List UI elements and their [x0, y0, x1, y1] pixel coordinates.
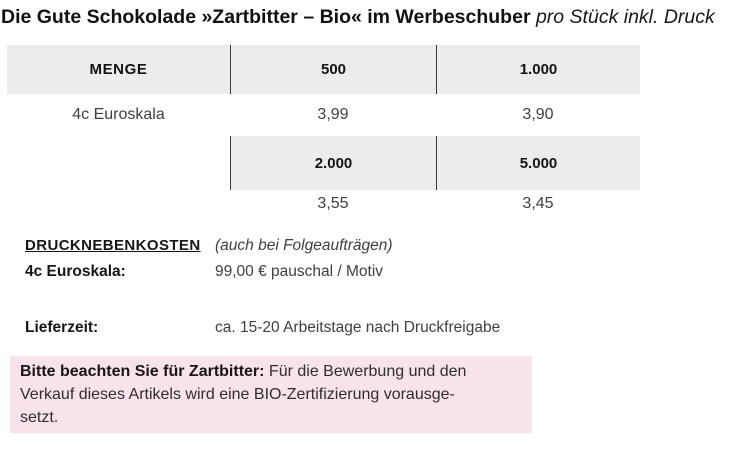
- notice-line-3: setzt.: [20, 409, 59, 426]
- bio-certification-notice: Bitte beachten Sie für Zartbitter: Für d…: [10, 356, 532, 433]
- price-5000: 3,45: [522, 195, 554, 212]
- print-costs-value: 99,00 € pauschal / Motiv: [215, 263, 384, 280]
- price-1000: 3,90: [522, 106, 554, 123]
- price-500: 3,99: [317, 106, 349, 123]
- page-title: Die Gute Schokolade »Zartbitter – Bio« i…: [1, 5, 730, 29]
- notice-line-2: Verkauf dieses Artikels wird eine BIO-Ze…: [20, 386, 455, 403]
- print-costs-heading-cell: DRUCKNEBENKOSTEN: [25, 233, 215, 259]
- print-costs-note: (auch bei Folgeaufträgen): [215, 237, 393, 254]
- table-price-row-2: 3,55 3,45: [7, 190, 640, 220]
- print-costs-section: DRUCKNEBENKOSTEN (auch bei Folgeaufträge…: [25, 233, 730, 285]
- notice-emphasis: Bitte beachten Sie für Zartbitter:: [20, 363, 265, 380]
- delivery-time-label: Lieferzeit:: [25, 319, 99, 336]
- print-costs-label: 4c Euroskala:: [25, 263, 126, 280]
- price-sheet-page: Die Gute Schokolade »Zartbitter – Bio« i…: [0, 5, 730, 460]
- header-cell-qty-500: 500: [230, 45, 436, 94]
- title-suffix: pro Stück inkl. Druck: [530, 6, 715, 28]
- title-product-name: Die Gute Schokolade »Zartbitter – Bio« i…: [1, 6, 531, 28]
- delivery-time-value: ca. 15-20 Arbeitstage nach Druckfreigabe: [215, 319, 501, 336]
- row-label-4c-euroskala: 4c Euroskala: [72, 106, 165, 123]
- header-cell-qty-2000: 2.000: [230, 136, 436, 190]
- table-header-row-quantities-2: 2.000 5.000: [7, 136, 640, 190]
- header-cell-qty-5000: 5.000: [436, 136, 640, 190]
- print-costs-heading-row: DRUCKNEBENKOSTEN (auch bei Folgeaufträge…: [25, 233, 730, 259]
- notice-line-1: Für die Bewerbung und den: [264, 363, 467, 380]
- row-label-empty: [7, 190, 230, 195]
- header-cell-menge: MENGE: [7, 45, 230, 94]
- price-table: MENGE 500 1.000 4c Euroskala 3,99 3,90 2…: [7, 45, 640, 220]
- table-price-row-1: 4c Euroskala 3,99 3,90: [7, 94, 640, 136]
- header-cell-empty: [7, 136, 230, 190]
- table-header-row-quantities-1: MENGE 500 1.000: [7, 45, 640, 94]
- delivery-time-row: Lieferzeit: ca. 15-20 Arbeitstage nach D…: [25, 315, 730, 341]
- print-costs-heading: DRUCKNEBENKOSTEN: [25, 237, 201, 254]
- print-costs-value-row: 4c Euroskala: 99,00 € pauschal / Motiv: [25, 259, 730, 285]
- header-cell-qty-1000: 1.000: [436, 45, 640, 94]
- price-2000: 3,55: [317, 195, 349, 212]
